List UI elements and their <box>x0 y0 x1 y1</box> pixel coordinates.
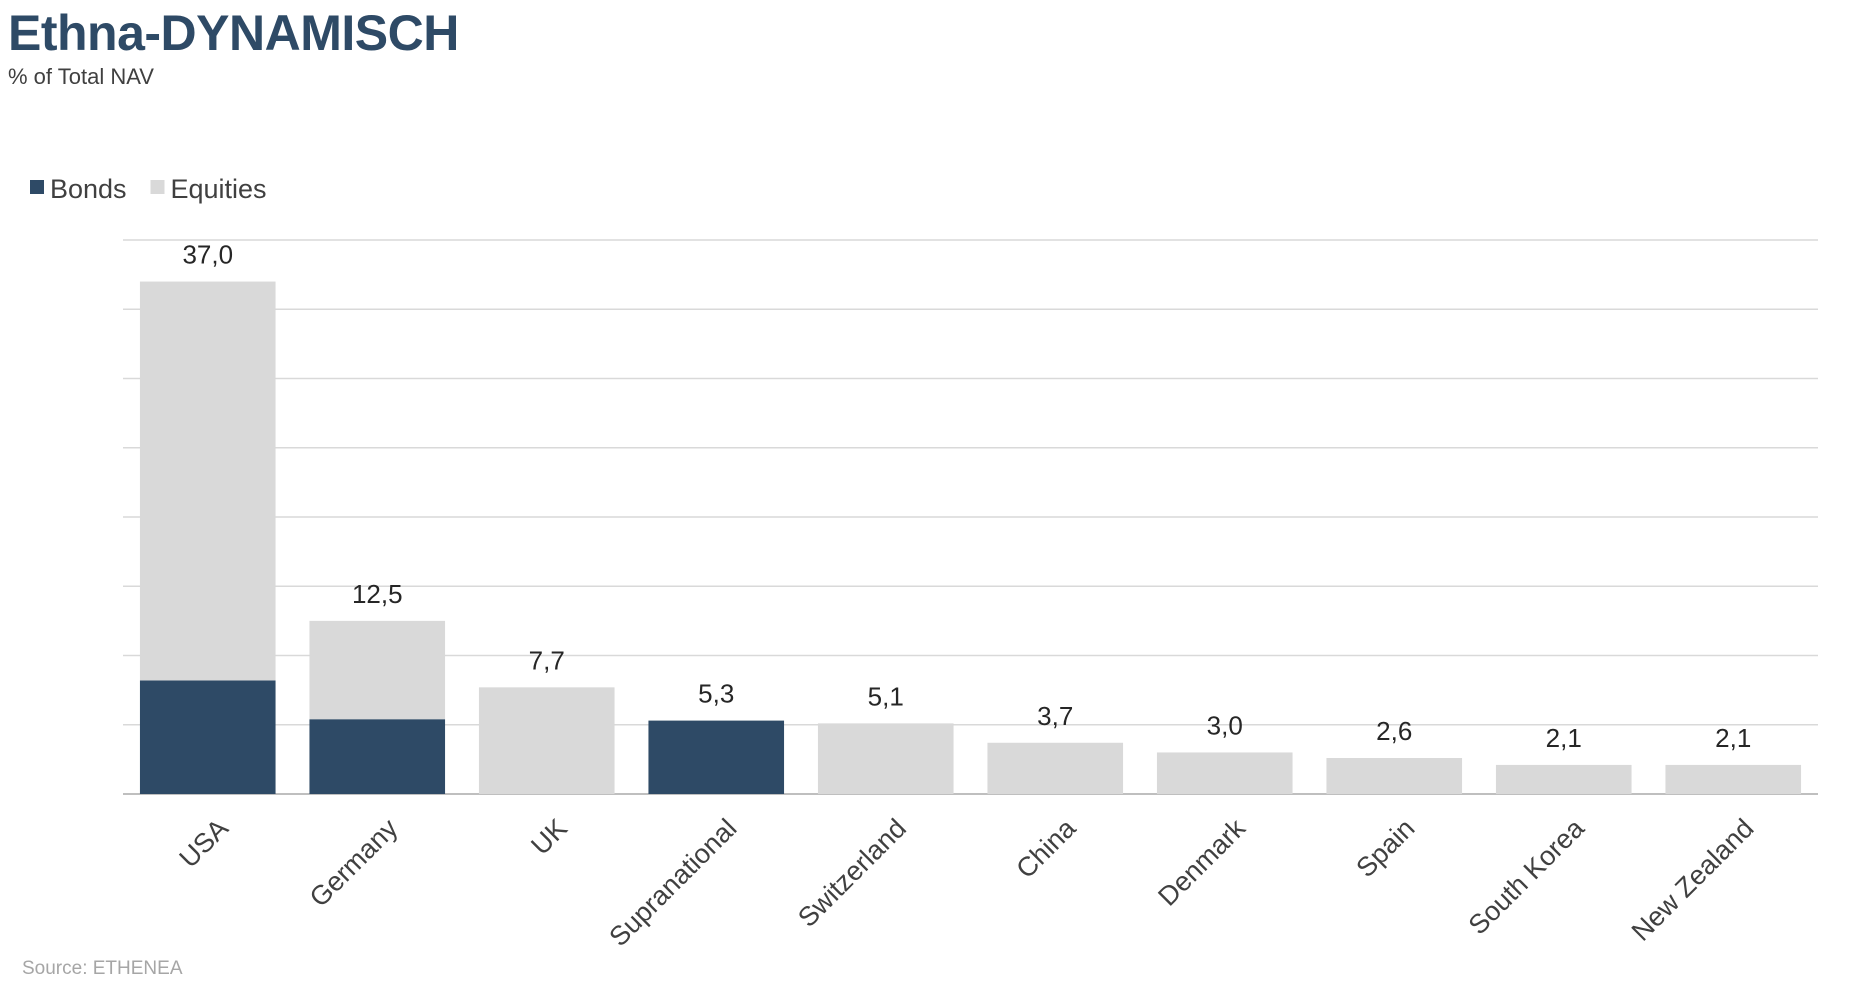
bar-equities <box>309 620 446 720</box>
x-tick-label: Denmark <box>1152 813 1251 912</box>
data-label: 5,3 <box>698 679 734 709</box>
legend-swatch-bonds <box>30 180 44 194</box>
data-label: 2,1 <box>1546 723 1582 753</box>
data-label: 2,1 <box>1715 723 1751 753</box>
data-label: 7,7 <box>529 645 565 675</box>
bar-equities <box>1326 757 1463 794</box>
chart-subtitle: % of Total NAV <box>8 64 154 89</box>
bar-equities <box>817 723 954 794</box>
bar-equities <box>987 742 1124 794</box>
bar-equities <box>478 687 615 794</box>
x-tick-label: UK <box>525 813 573 861</box>
x-tick-label: USA <box>174 813 234 873</box>
data-label: 3,0 <box>1207 710 1243 740</box>
data-label: 3,7 <box>1037 701 1073 731</box>
x-tick-label: Switzerland <box>792 813 912 933</box>
x-tick-label: South Korea <box>1463 812 1591 940</box>
legend-swatch-equities <box>150 180 165 194</box>
data-label: 2,6 <box>1376 716 1412 746</box>
legend-label-equities: Equities <box>171 174 267 204</box>
bar-bonds <box>309 719 446 794</box>
x-tick-label: Spain <box>1350 813 1420 883</box>
x-tick-label: New Zealand <box>1626 813 1760 947</box>
x-tick-label: China <box>1010 812 1082 884</box>
source-note: Source: ETHENEA <box>22 958 183 979</box>
data-label: 37,0 <box>182 240 233 270</box>
legend-label-bonds: Bonds <box>50 174 127 204</box>
data-label: 12,5 <box>352 579 403 609</box>
bar-equities <box>1665 764 1802 794</box>
chart-title: Ethna-DYNAMISCH <box>8 5 459 61</box>
bar-bonds <box>648 720 785 794</box>
bar-equities <box>139 281 276 681</box>
x-tick-label: Germany <box>304 813 404 913</box>
bar-bonds <box>139 680 276 794</box>
bar-equities <box>1495 764 1632 794</box>
bar-equities <box>1156 752 1293 794</box>
x-tick-label: Supranational <box>603 813 742 952</box>
data-label: 5,1 <box>868 681 904 711</box>
